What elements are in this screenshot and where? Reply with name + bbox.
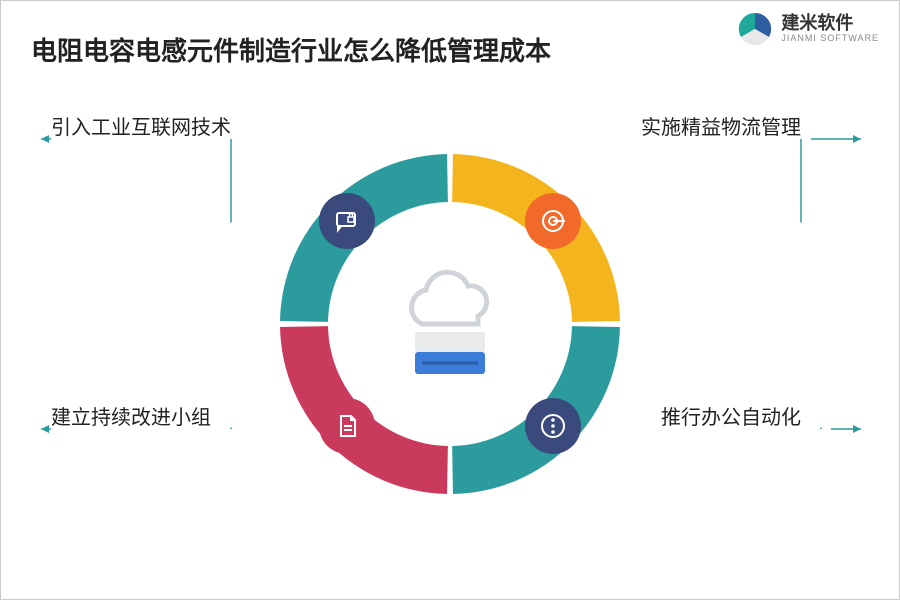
label-tl: 引入工业互联网技术: [51, 111, 231, 140]
brand-logo: 建米软件 JIANMI SOFTWARE: [737, 11, 879, 47]
chat-lock-icon: [333, 207, 361, 235]
dots-icon: [539, 412, 567, 440]
node-br: [525, 398, 581, 454]
center-cloud-drive-icon: [390, 264, 510, 384]
label-tr: 实施精益物流管理: [641, 111, 801, 140]
circular-diagram: [280, 154, 620, 494]
logo-text-cn: 建米软件: [781, 14, 879, 34]
node-bl: [319, 398, 375, 454]
page-title: 电阻电容电感元件制造行业怎么降低管理成本: [31, 31, 551, 68]
node-tr: [525, 193, 581, 249]
logo-mark-icon: [737, 11, 773, 47]
target-icon: [539, 207, 567, 235]
doc-icon: [333, 412, 361, 440]
label-bl: 建立持续改进小组: [51, 401, 211, 430]
logo-text-en: JIANMI SOFTWARE: [781, 34, 879, 44]
label-br: 推行办公自动化: [661, 401, 801, 430]
